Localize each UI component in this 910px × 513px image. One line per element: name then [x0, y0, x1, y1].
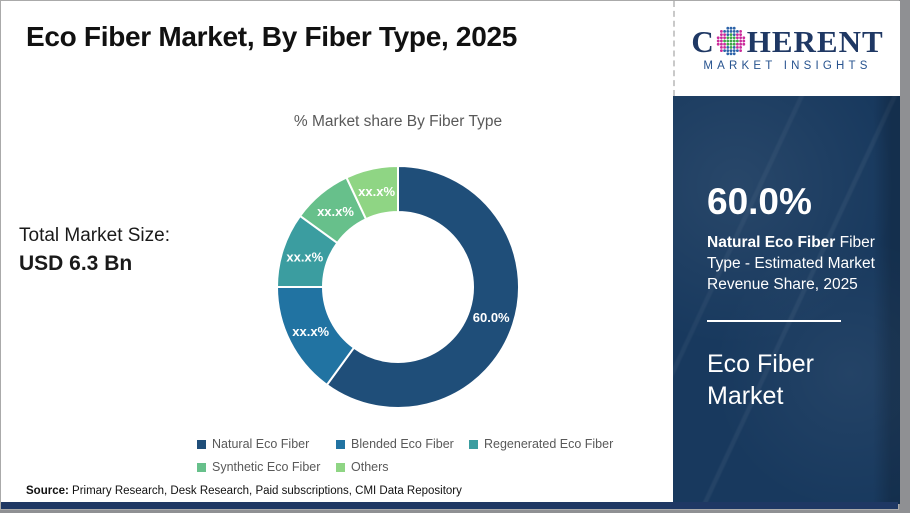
total-market-value: USD 6.3 Bn: [19, 252, 133, 275]
slice-label-natural-eco-fiber: 60.0%: [473, 310, 510, 325]
legend-swatch-icon: [336, 439, 345, 449]
legend-label: Synthetic Eco Fiber: [212, 460, 321, 474]
legend-label: Blended Eco Fiber: [351, 437, 454, 451]
donut-slice-natural-eco-fiber: [325, 165, 520, 409]
slice-label-synthetic-eco-fiber: xx.x%: [317, 204, 354, 219]
sidebar-divider: [707, 320, 841, 322]
brand-tagline: MARKET INSIGHTS: [703, 59, 872, 72]
stat-desc-line3: Revenue Share, 2025: [707, 276, 858, 293]
legend-swatch-icon: [197, 439, 206, 449]
legend-label: Others: [351, 460, 389, 474]
brand-logo-area: C HERENT MARKET INSIGHTS: [673, 1, 900, 96]
brand-logo: C HERENT: [691, 26, 883, 57]
sidebar-stat-value: 60.0%: [707, 181, 812, 222]
legend-label: Natural Eco Fiber: [212, 437, 310, 451]
stat-desc-bold: Natural Eco Fiber: [707, 234, 836, 251]
slice-label-others: xx.x%: [358, 184, 395, 199]
brand-letter-c: C: [691, 23, 715, 59]
stat-desc-line1: Fiber: [835, 234, 875, 251]
legend-swatch-icon: [336, 462, 345, 472]
legend-swatch-icon: [197, 462, 206, 472]
slice-label-regenerated-eco-fiber: xx.x%: [286, 249, 323, 264]
legend-label: Regenerated Eco Fiber: [484, 437, 614, 451]
source-label: Source:: [26, 485, 69, 497]
donut-slice-others: [345, 165, 399, 221]
sidebar-stat-description: Natural Eco Fiber Fiber Type - Estimated…: [707, 232, 885, 295]
legend-item-blended-eco-fiber: Blended Eco Fiber: [336, 437, 469, 451]
slice-label-blended-eco-fiber: xx.x%: [292, 324, 329, 339]
bottom-accent-bar: [1, 502, 898, 509]
sidebar-market-name: Eco Fiber Market: [707, 350, 814, 410]
legend-item-natural-eco-fiber: Natural Eco Fiber: [197, 437, 336, 451]
legend-item-regenerated-eco-fiber: Regenerated Eco Fiber: [469, 437, 613, 451]
donut-chart: 60.0% xx.x% xx.x% xx.x% xx.x%: [253, 142, 543, 432]
sidebar-panel: 60.0% Natural Eco Fiber Fiber Type - Est…: [673, 96, 900, 504]
source-text: Primary Research, Desk Research, Paid su…: [68, 485, 462, 497]
legend-swatch-icon: [469, 439, 478, 449]
chart-title: % Market share By Fiber Type: [293, 113, 503, 130]
total-market-label: Total Market Size:: [19, 225, 170, 246]
legend-item-synthetic-eco-fiber: Synthetic Eco Fiber: [197, 460, 336, 474]
donut-chart-svg: 60.0% xx.x% xx.x% xx.x% xx.x%: [276, 165, 520, 409]
chart-legend: Natural Eco Fiber Blended Eco Fiber Regene…: [197, 437, 613, 474]
stat-desc-line2: Type - Estimated Market: [707, 255, 875, 272]
total-market-size: Total Market Size: USD 6.3 Bn: [19, 225, 170, 276]
page-title: Eco Fiber Market, By Fiber Type, 2025: [26, 21, 518, 52]
source-line: Source: Primary Research, Desk Research,…: [26, 485, 462, 497]
legend-item-others: Others: [336, 460, 469, 474]
coherent-globe-icon: [716, 26, 746, 56]
brand-letters-rest: HERENT: [746, 23, 884, 59]
